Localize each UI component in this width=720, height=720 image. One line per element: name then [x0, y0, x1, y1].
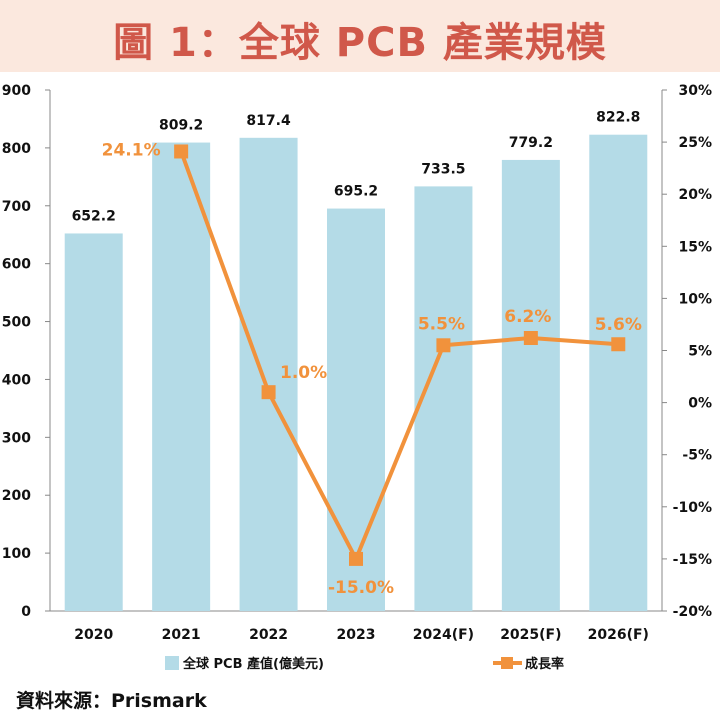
- y-left-tick-label: 300: [2, 430, 31, 446]
- bar: [501, 159, 560, 611]
- y-left-tick-label: 200: [2, 488, 31, 504]
- x-tick-label: 2021: [162, 627, 201, 643]
- bar-value-label: 809.2: [159, 118, 203, 134]
- bar: [152, 142, 211, 611]
- y-right-tick-label: -20%: [673, 604, 712, 620]
- growth-value-label: -15.0%: [328, 578, 394, 598]
- growth-marker: [523, 330, 538, 345]
- growth-marker: [174, 144, 189, 159]
- growth-marker: [349, 551, 363, 566]
- y-left-tick-label: 700: [2, 199, 31, 215]
- growth-marker: [611, 337, 626, 352]
- x-tick-label: 2026(F): [588, 627, 649, 643]
- bar-value-label: 779.2: [509, 135, 553, 151]
- y-right-tick-label: 20%: [678, 187, 712, 203]
- growth-marker: [261, 385, 276, 400]
- bar: [327, 208, 385, 611]
- growth-value-label: 24.1%: [102, 140, 161, 160]
- y-right-tick-label: 0%: [688, 396, 712, 412]
- y-left-tick-label: 600: [2, 257, 31, 273]
- y-left-tick-label: 500: [2, 315, 31, 331]
- bar: [414, 186, 473, 611]
- y-right-tick-label: 25%: [678, 135, 712, 151]
- x-tick-label: 2023: [337, 627, 376, 643]
- title-banner: [0, 0, 720, 72]
- legend-label-bar: 全球 PCB 產值(億美元): [182, 656, 324, 672]
- bar: [239, 137, 298, 611]
- y-right-tick-label: 15%: [678, 239, 712, 255]
- x-tick-label: 2025(F): [500, 627, 561, 643]
- y-right-tick-label: -10%: [673, 500, 712, 516]
- page-title: 圖 1：全球 PCB 產業規模: [113, 20, 607, 66]
- legend-swatch-bar: [165, 656, 179, 670]
- legend-swatch-marker: [501, 657, 513, 669]
- chart: 0 100 200 300 400 500 600 700 800 900 -20% -15% -10%…: [2, 83, 712, 672]
- bar-value-label: 817.4: [246, 113, 291, 129]
- source-note: 資料來源：Prismark: [16, 690, 207, 712]
- y-right-tick-label: 5%: [688, 344, 712, 360]
- y-right-tick-label: -5%: [682, 448, 712, 464]
- y-right-tick-label: 10%: [678, 291, 712, 307]
- growth-line: [179, 150, 619, 561]
- x-tick-label: 2024(F): [413, 627, 474, 643]
- bar-value-label: 733.5: [421, 161, 465, 177]
- y-left-tick-label: 900: [2, 83, 31, 99]
- x-tick-label: 2022: [249, 627, 288, 643]
- y-right-tick-label: 30%: [678, 83, 712, 99]
- legend-label-line: 成長率: [525, 656, 564, 672]
- growth-value-label: 1.0%: [280, 363, 327, 383]
- bar-value-label: 695.2: [334, 184, 378, 200]
- growth-value-label: 5.6%: [595, 315, 642, 335]
- y-left-tick-label: 800: [2, 141, 31, 157]
- y-left-tick-label: 0: [21, 604, 31, 620]
- bar-value-label: 822.8: [596, 110, 640, 126]
- bar: [64, 233, 123, 611]
- y-left-tick-label: 400: [2, 372, 31, 388]
- growth-marker: [436, 338, 451, 353]
- y-right-tick-label: -15%: [673, 552, 712, 568]
- bar: [589, 134, 648, 611]
- y-left-tick-label: 100: [2, 546, 31, 562]
- bar-value-label: 652.2: [72, 208, 116, 224]
- growth-value-label: 6.2%: [504, 307, 551, 327]
- x-tick-label: 2020: [74, 627, 113, 643]
- growth-value-label: 5.5%: [418, 314, 465, 334]
